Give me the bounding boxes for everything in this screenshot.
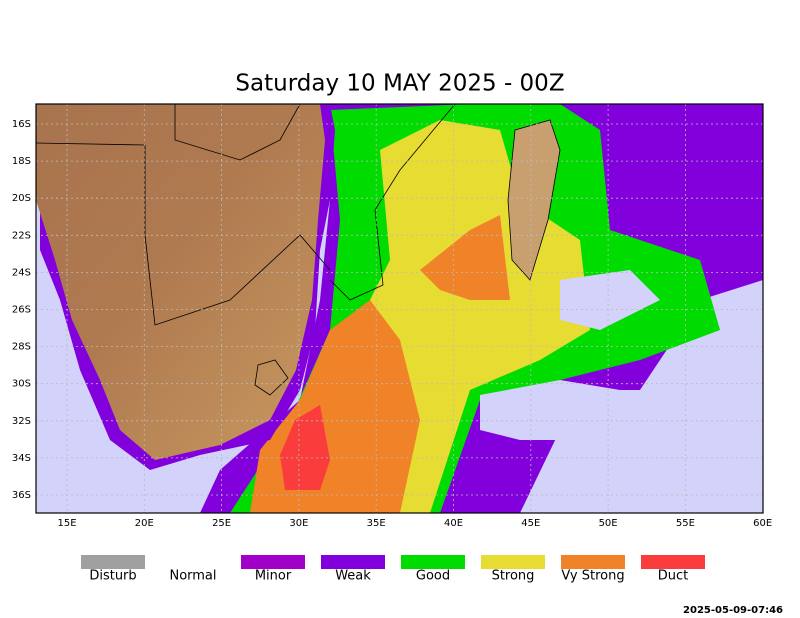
lat-tick-label: 24S xyxy=(12,267,31,278)
lat-tick-label: 16S xyxy=(12,119,31,130)
legend-label: Disturb xyxy=(89,569,136,584)
legend-swatch xyxy=(481,555,545,569)
lon-tick-label: 20E xyxy=(135,518,154,529)
legend-swatch xyxy=(401,555,465,569)
lat-tick-label: 32S xyxy=(12,416,31,427)
lon-tick-label: 30E xyxy=(289,518,308,529)
legend-swatch xyxy=(561,555,625,569)
lat-tick-label: 34S xyxy=(12,453,31,464)
lat-tick-label: 18S xyxy=(12,156,31,167)
lon-tick-label: 60E xyxy=(753,518,772,529)
legend-label: Minor xyxy=(255,569,292,584)
legend-label: Good xyxy=(416,569,450,584)
lon-tick-label: 40E xyxy=(444,518,463,529)
lat-tick-label: 36S xyxy=(12,490,31,501)
lon-tick-label: 55E xyxy=(676,518,695,529)
lon-tick-label: 35E xyxy=(367,518,386,529)
lon-tick-label: 50E xyxy=(599,518,618,529)
legend-label: Strong xyxy=(492,569,535,584)
lat-tick-label: 28S xyxy=(12,342,31,353)
title: Saturday 10 MAY 2025 - 00Z xyxy=(235,71,564,97)
lon-tick-label: 45E xyxy=(521,518,540,529)
legend-label: Vy Strong xyxy=(561,569,624,584)
lat-tick-label: 30S xyxy=(12,379,31,390)
timestamp: 2025-05-09-07:46 xyxy=(683,605,783,616)
map-frame xyxy=(35,103,764,514)
legend-swatch xyxy=(81,555,145,569)
lon-tick-label: 15E xyxy=(57,518,76,529)
lat-tick-label: 20S xyxy=(12,193,31,204)
map xyxy=(36,104,763,513)
lat-tick-label: 26S xyxy=(12,305,31,316)
lat-tick-label: 22S xyxy=(12,230,31,241)
legend-label: Weak xyxy=(335,569,371,584)
legend-swatch xyxy=(321,555,385,569)
legend-swatch xyxy=(241,555,305,569)
legend-swatch xyxy=(641,555,705,569)
lon-tick-label: 25E xyxy=(212,518,231,529)
legend-label: Duct xyxy=(658,569,689,584)
legend-label: Normal xyxy=(169,569,216,584)
legend-swatch xyxy=(161,555,225,569)
